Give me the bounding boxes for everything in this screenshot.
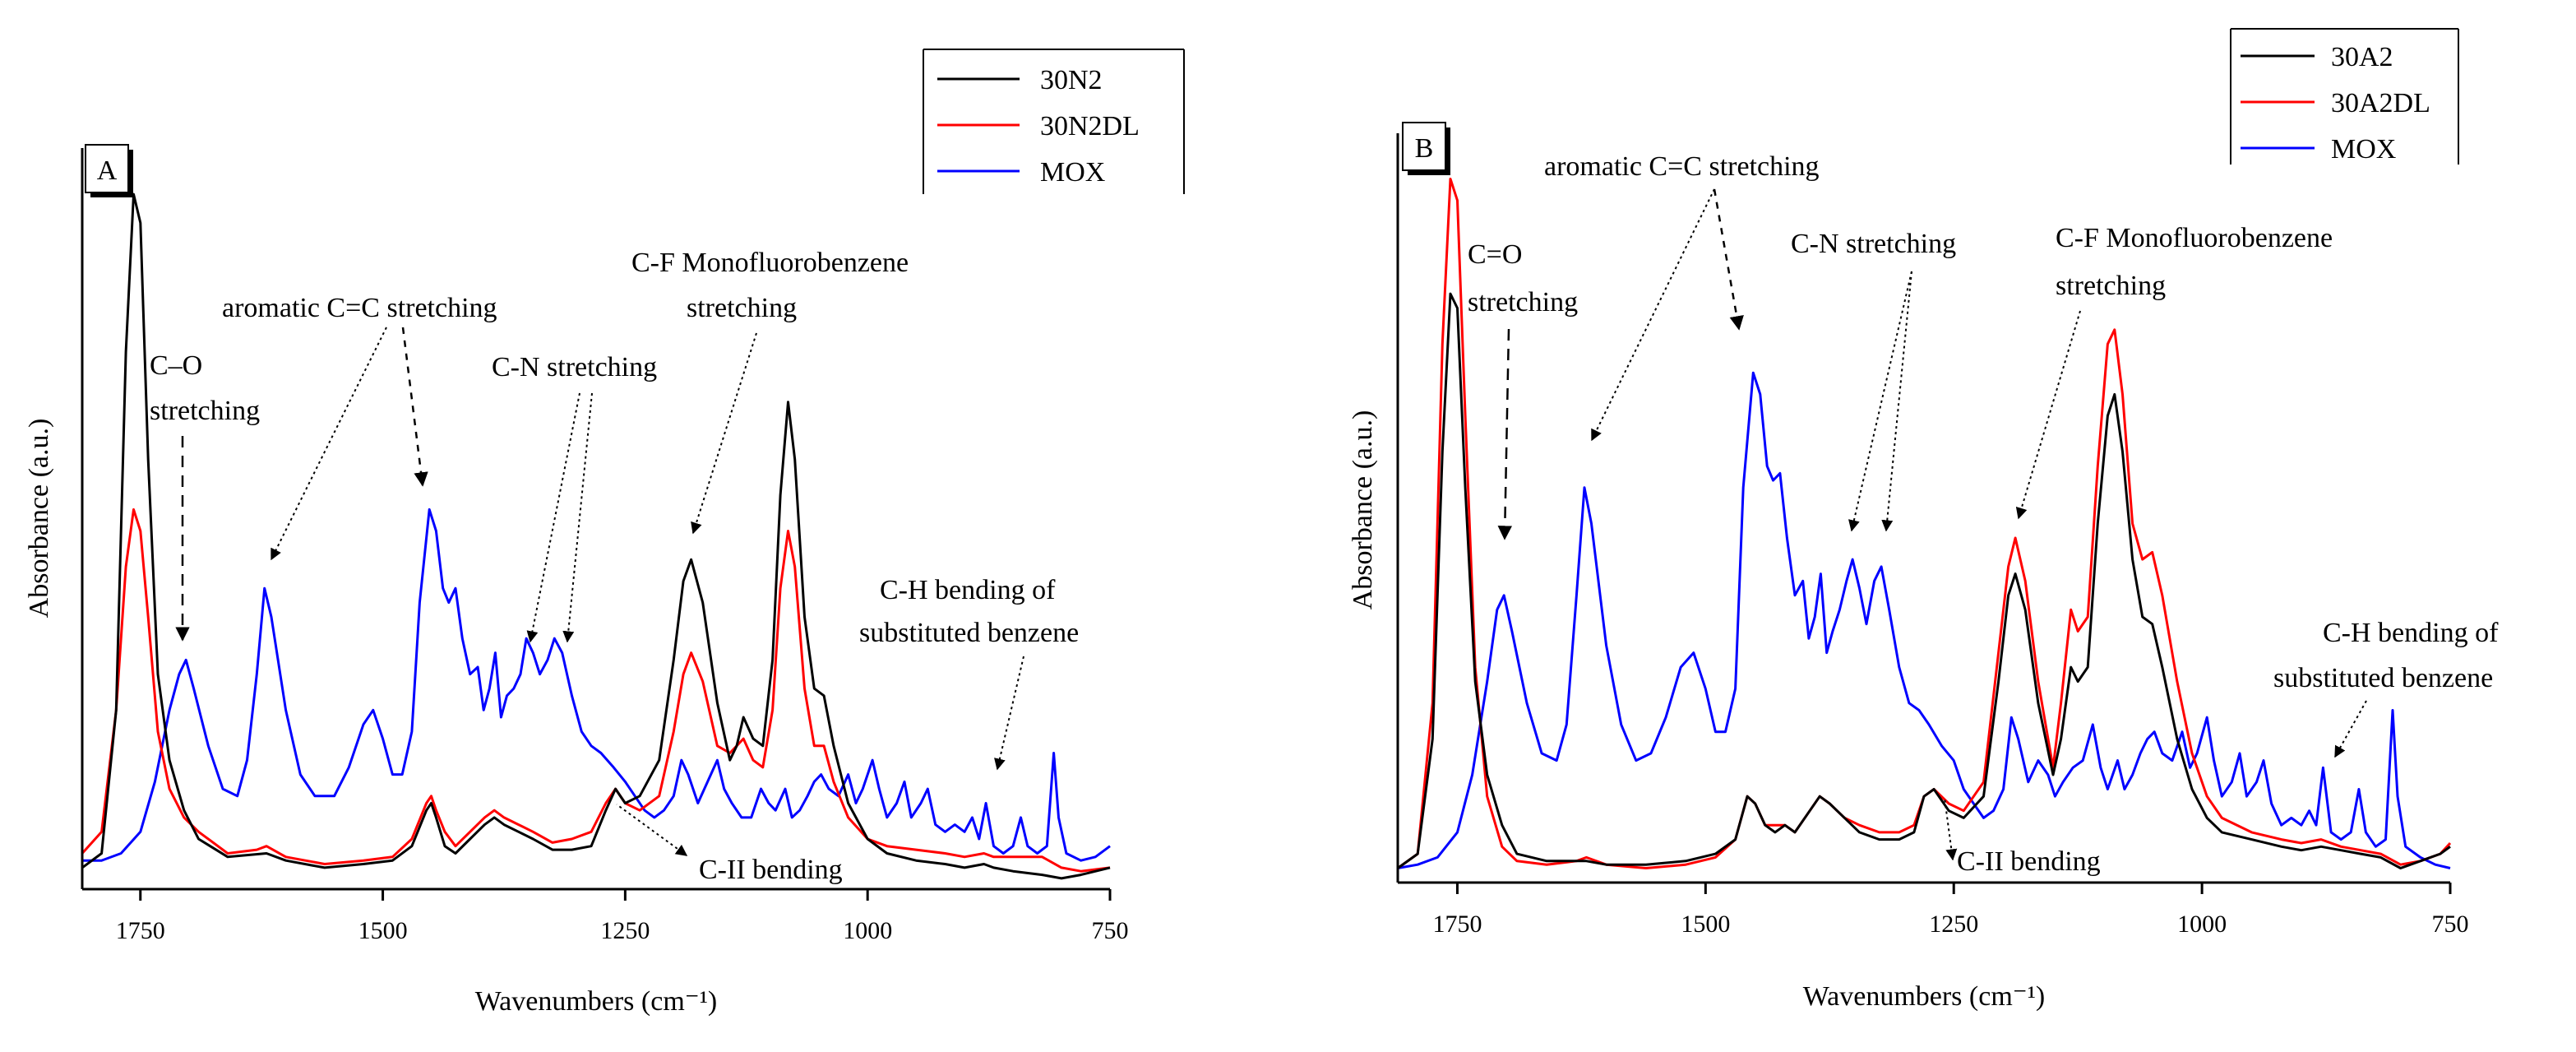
panel-a-annot-cc: aromatic C=C stretching <box>222 293 497 323</box>
panel-a-arrow-cc-1 <box>271 327 387 561</box>
panel-a-x-axis-title: Wavenumbers (cm⁻¹) <box>475 986 717 1017</box>
panel-b-arrow-cc-1 <box>1591 188 1715 442</box>
panel-b-letter-box <box>1402 122 1446 171</box>
panel-b-x-tick-label-1750: 1750 <box>1432 911 1482 938</box>
panel-b-annot-chbend: C-II bending <box>1957 846 2101 877</box>
panel-a-annotations: C–O stretching aromatic C=C stretching C… <box>150 248 1079 885</box>
panel-b-annot-cf-line1: C-F Monofluorobenzene <box>2056 223 2333 253</box>
panel-a-x-ticks: 1750 1500 1250 1000 750 <box>116 889 1129 944</box>
panel-a-arrow-cc-2 <box>401 327 428 487</box>
panel-b-arrow-co <box>1497 328 1513 540</box>
panel-b: 1750 1500 1250 1000 750 Wavenumbers (cm⁻¹) A… <box>1348 28 2499 1012</box>
panel-a-annot-co-line1: C–O <box>150 350 202 381</box>
panel-b-legend-mox: MOX <box>2331 134 2396 165</box>
panel-a-arrow-chbend <box>616 804 688 856</box>
panel-b-annot-co-line1: C=O <box>1468 239 1522 270</box>
panel-a-annot-co-line2: stretching <box>150 396 260 426</box>
panel-a-annot-chbend: C-II bending <box>699 855 843 885</box>
panel-b-legend-30a2: 30A2 <box>2331 42 2393 72</box>
panel-a-arrow-cn-2 <box>562 392 593 643</box>
panel-b-line-30a2 <box>1397 292 2451 869</box>
panel-b-y-axis-title: Absorbance (a.u.) <box>1348 410 1378 610</box>
panel-a-y-axis-title: Absorbance (a.u.) <box>24 419 54 619</box>
panel-b-arrow-cn-1 <box>1848 271 1912 532</box>
panel-a-annot-ch-line1: C-H bending of <box>880 575 1056 605</box>
panel-a-letter-box <box>85 144 129 193</box>
panel-b-arrow-cf <box>2015 310 2081 520</box>
panel-a-annot-cn: C-N stretching <box>492 352 657 382</box>
panel-a-letter: A <box>97 155 118 186</box>
panel-b-legend: 30A2 30A2DL MOX <box>2230 28 2459 165</box>
panel-b-x-tick-label-1500: 1500 <box>1681 911 1730 938</box>
panel-b-annot-cc: aromatic C=C stretching <box>1544 151 1820 182</box>
panel-b-legend-30a2dl: 30A2DL <box>2331 88 2430 118</box>
panel-a-x-tick-label-750: 750 <box>1092 917 1129 944</box>
panel-b-x-tick-label-1250: 1250 <box>1929 911 1978 938</box>
panel-b-x-tick-label-750: 750 <box>2432 911 2469 938</box>
panel-b-annot-ch-line1: C-H bending of <box>2323 618 2499 648</box>
panel-b-annot-cn: C-N stretching <box>1791 229 1956 259</box>
panel-a-x-tick-label-1500: 1500 <box>358 917 408 944</box>
panel-a-x-tick-label-1250: 1250 <box>600 917 650 944</box>
panel-b-arrow-ch <box>2334 700 2367 758</box>
panel-a-legend-30n2dl: 30N2DL <box>1040 111 1140 141</box>
panel-b-series <box>1397 178 2452 869</box>
panel-a-legend: 30N2 30N2DL MOX <box>923 49 1185 194</box>
panel-a-series <box>81 192 1111 880</box>
panel-a-annot-ch-line2: substituted benzene <box>859 618 1079 648</box>
panel-b-x-tick-label-1000: 1000 <box>2177 911 2227 938</box>
panel-a-arrow-cn-1 <box>526 392 580 643</box>
panel-a-legend-mox: MOX <box>1040 157 1105 188</box>
panel-b-line-mox <box>1397 371 2451 869</box>
panel-b-annot-cf-line2: stretching <box>2056 271 2166 301</box>
panel-a-x-tick-label-1750: 1750 <box>116 917 165 944</box>
panel-b-arrow-chbend <box>1944 797 1958 861</box>
panel-b-annot-ch-line2: substituted benzene <box>2273 663 2493 693</box>
panel-b-annot-co-line2: stretching <box>1468 287 1578 317</box>
panel-b-x-axis-title: Wavenumbers (cm⁻¹) <box>1803 981 2045 1012</box>
panel-b-arrow-cc-2 <box>1713 188 1744 331</box>
panel-b-annotations: C=O stretching aromatic C=C stretching C… <box>1468 151 2499 877</box>
panel-a-arrow-ch <box>994 656 1024 771</box>
panel-a-x-tick-label-1000: 1000 <box>843 917 892 944</box>
panel-a-legend-30n2: 30N2 <box>1040 65 1103 95</box>
panel-a: 1750 1500 1250 1000 750 Wavenumbers (cm⁻¹) A… <box>24 49 1185 1017</box>
panel-a-line-30n2dl <box>81 507 1111 873</box>
panel-b-letter: B <box>1415 133 1434 164</box>
panel-b-line-30a2dl <box>1397 178 2452 869</box>
panel-a-line-mox <box>82 507 1111 862</box>
panel-b-arrow-cn-2 <box>1881 271 1912 532</box>
panel-a-line-30n2 <box>81 192 1111 880</box>
panel-a-annot-cf-line2: stretching <box>687 293 797 323</box>
panel-a-annot-cf-line1: C-F Monofluorobenzene <box>631 248 909 278</box>
panel-b-x-ticks: 1750 1500 1250 1000 750 <box>1432 883 2469 938</box>
panel-a-arrow-cf <box>691 332 757 535</box>
